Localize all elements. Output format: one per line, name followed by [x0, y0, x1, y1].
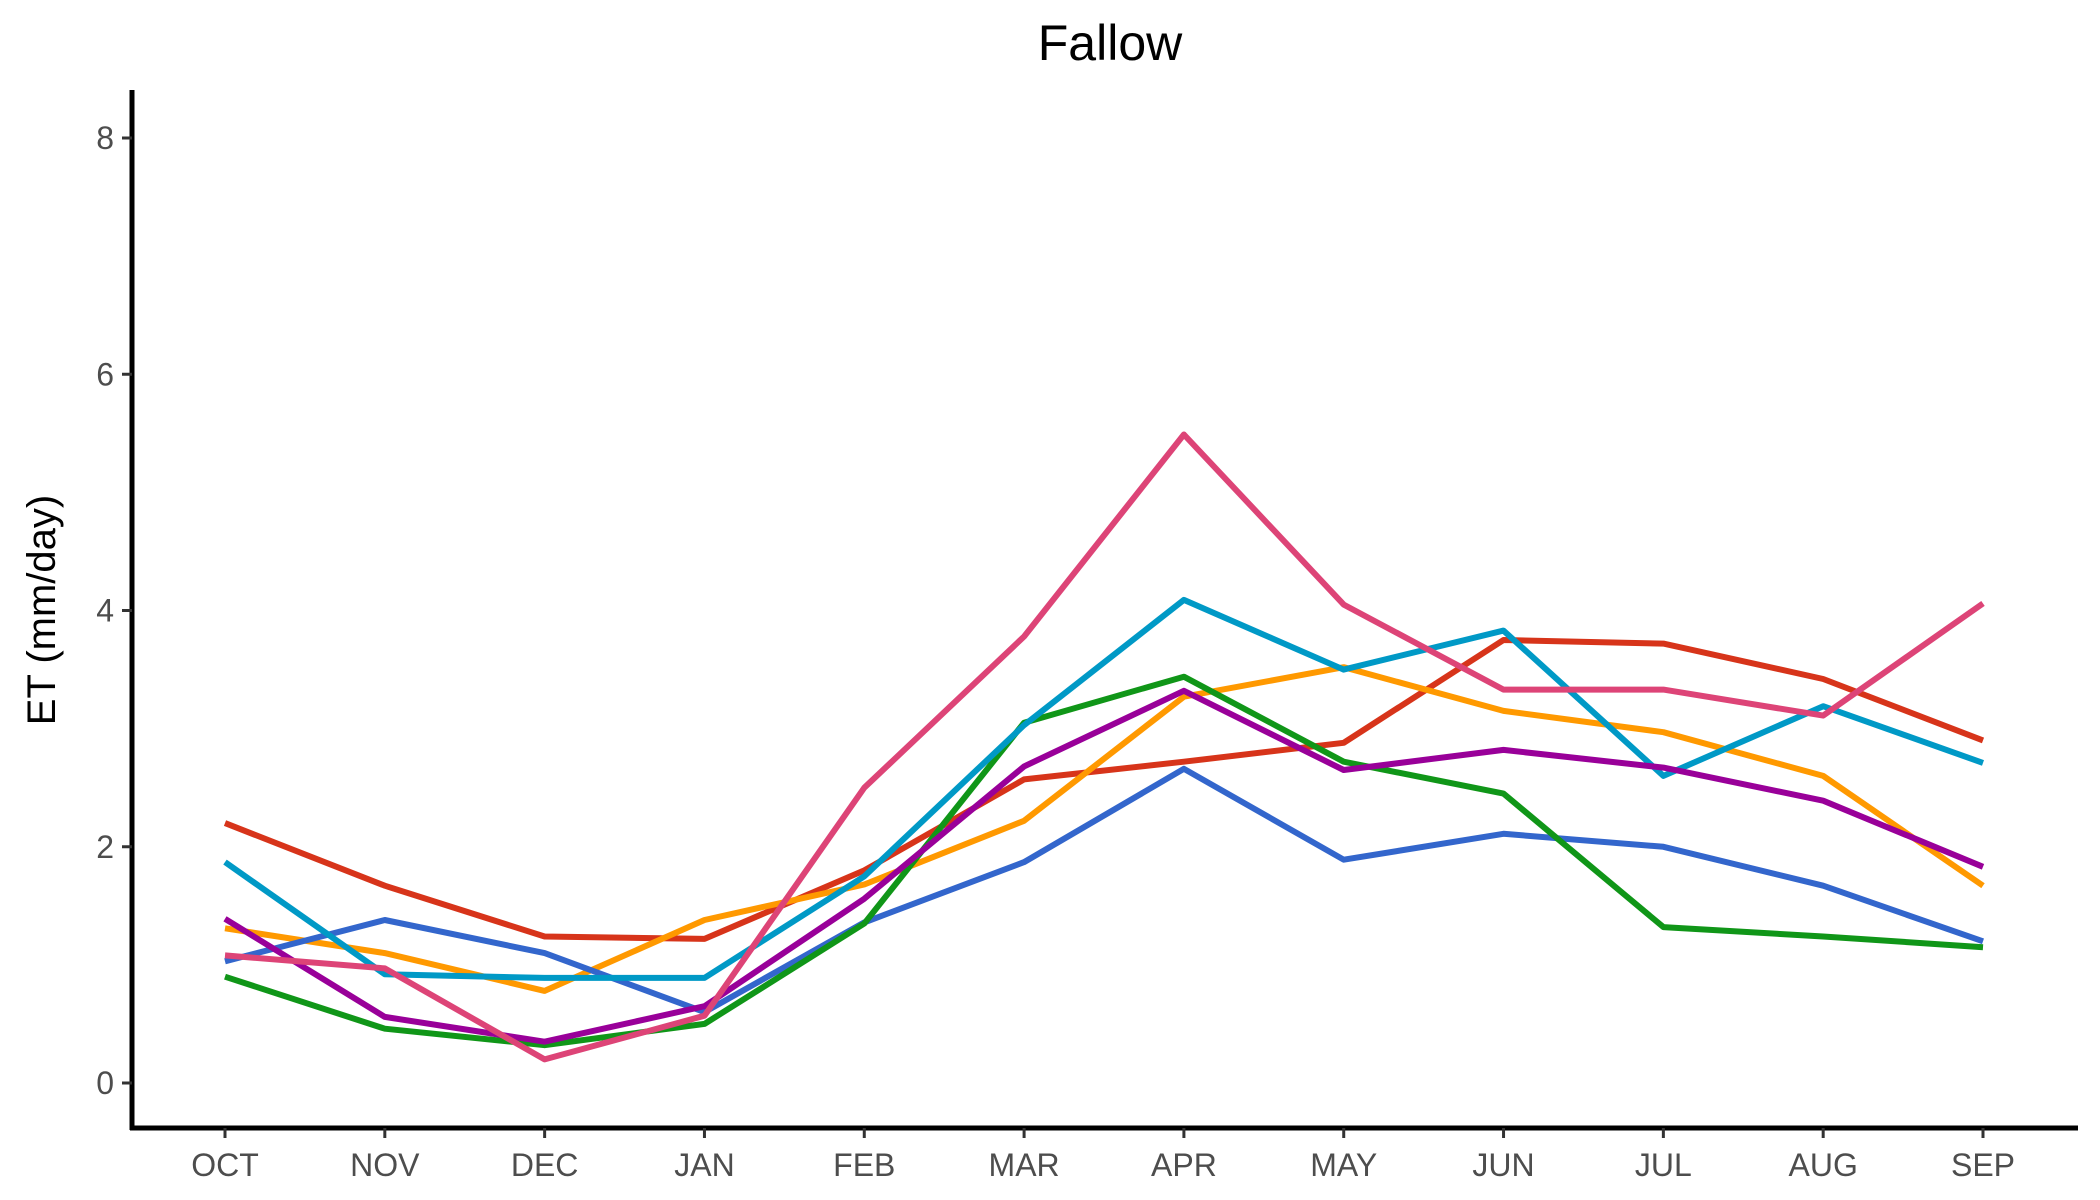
x-tick-label: OCT: [191, 1147, 259, 1183]
x-tick-label: APR: [1151, 1147, 1217, 1183]
y-tick-label: 4: [96, 593, 114, 629]
x-tick-label: DEC: [511, 1147, 579, 1183]
y-tick-label: 2: [96, 829, 114, 865]
series-line-2: [224, 664, 1985, 994]
chart-title: Fallow: [1038, 15, 1183, 71]
x-tick-label: MAY: [1310, 1147, 1377, 1183]
series-line-5: [223, 596, 1985, 981]
x-tick-label: FEB: [833, 1147, 895, 1183]
x-tick-label: JAN: [674, 1147, 734, 1183]
series-line-6: [223, 687, 1985, 1045]
y-tick-label: 8: [96, 120, 114, 156]
series-line-1: [223, 637, 1985, 942]
y-axis-title: ET (mm/day): [20, 495, 64, 725]
series-line-3: [224, 765, 1984, 1016]
x-tick-label: JUL: [1635, 1147, 1692, 1183]
x-tick-label: AUG: [1789, 1147, 1858, 1183]
plot-area: 0 2 4 6 8 OCT NOV DEC JAN FEB MAR APR MAY JUN JUL AUG SE…: [96, 90, 2078, 1183]
x-tick-label: MAR: [989, 1147, 1060, 1183]
series-line-7: [224, 431, 1985, 1063]
y-tick-label: 0: [96, 1065, 114, 1101]
x-tick-label: JUN: [1472, 1147, 1534, 1183]
x-tick-label: NOV: [350, 1147, 420, 1183]
y-tick-label: 6: [96, 356, 114, 392]
x-tick-label: SEP: [1951, 1147, 2015, 1183]
